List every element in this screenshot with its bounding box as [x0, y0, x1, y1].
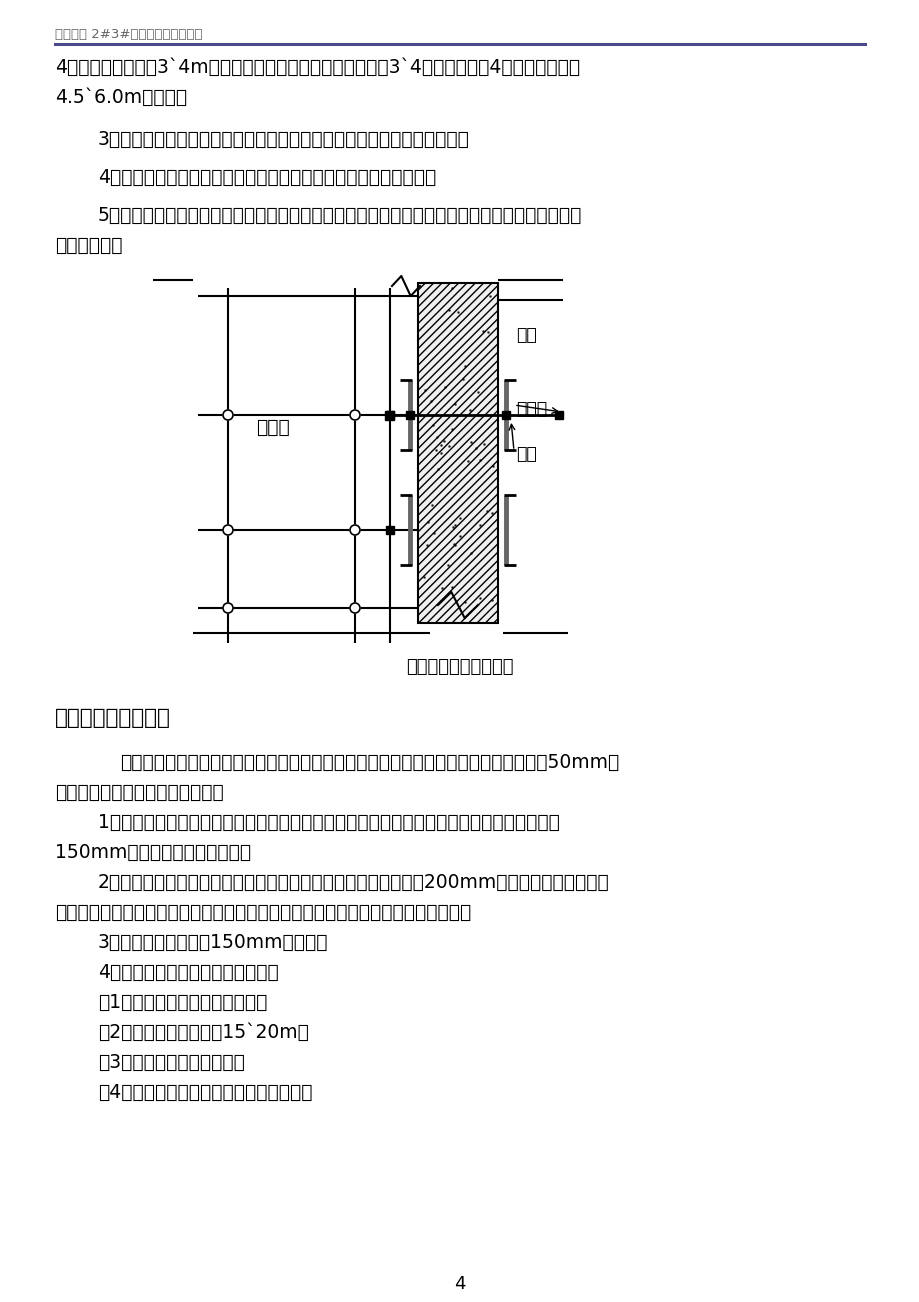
- Text: 结构: 结构: [516, 326, 536, 344]
- Text: 150mm，小横杆应放正、绑牢。: 150mm，小横杆应放正、绑牢。: [55, 842, 251, 862]
- Bar: [417, 283, 497, 622]
- Circle shape: [222, 525, 233, 535]
- Text: 间隙。架子上不准留单块脚手板。: 间隙。架子上不准留单块脚手板。: [55, 783, 223, 802]
- Text: 扣件: 扣件: [516, 445, 536, 464]
- Text: （1）、脚手板的两端和拐角处；: （1）、脚手板的两端和拐角处；: [98, 993, 267, 1012]
- Text: 卓远重工 2#3#厂房脚手架施工方案: 卓远重工 2#3#厂房脚手架施工方案: [55, 29, 202, 40]
- Text: 5、本工程用连接短钢管一端与预埋竖向短钢管用直角扣件连接，另一端用直角扣件与立杆连接，: 5、本工程用连接短钢管一端与预埋竖向短钢管用直角扣件连接，另一端用直角扣件与立杆…: [98, 206, 582, 225]
- Text: 4: 4: [454, 1275, 465, 1293]
- Bar: [386, 411, 393, 419]
- Circle shape: [222, 410, 233, 421]
- Text: 3、连墙杆必须从底部第一根大横杆处开始设置，沿整片脚手架均匀布置。: 3、连墙杆必须从底部第一根大横杆处开始设置，沿整片脚手架均匀布置。: [98, 130, 470, 148]
- Text: （2）、沿板长方向间隔15`20m；: （2）、沿板长方向间隔15`20m；: [98, 1023, 309, 1042]
- Text: 连墙杆扣件连接示意图: 连墙杆扣件连接示意图: [406, 658, 513, 676]
- Circle shape: [349, 603, 359, 613]
- Text: 上，脚手板与小横杆之间的不平处允许用木块垫实并绑牢，不许垫砖块等易碎物体。: 上，脚手板与小横杆之间的不平处允许用木块垫实并绑牢，不许垫砖块等易碎物体。: [55, 904, 471, 922]
- Text: （3）、坡道和平台的两端；: （3）、坡道和平台的两端；: [98, 1053, 244, 1072]
- Text: 五、脚手架板的铺设: 五、脚手架板的铺设: [55, 708, 171, 728]
- Text: 4、脚手板应在下列部位给予固定：: 4、脚手板应在下列部位给予固定：: [98, 963, 278, 982]
- Bar: [405, 411, 414, 419]
- Text: 4倍，而且绝对值在3`4m范围内。横向间距宜选用立杆纵距的3`4倍。不宜超过4倍。且绝对值在: 4倍，而且绝对值在3`4m范围内。横向间距宜选用立杆纵距的3`4倍。不宜超过4倍…: [55, 59, 580, 77]
- Text: （4）、其他可能发生滑动和翘起的部位。: （4）、其他可能发生滑动和翘起的部位。: [98, 1083, 312, 1101]
- Text: 1、对接铺设的脚手架板，在每块脚手架板两端下面均要有小横杆，杆离板端的距离应不大于: 1、对接铺设的脚手架板，在每块脚手架板两端下面均要有小横杆，杆离板端的距离应不大…: [98, 812, 560, 832]
- Text: 3、严禁留探头长度＞150mm探头板。: 3、严禁留探头长度＞150mm探头板。: [98, 934, 328, 952]
- Text: 做法见下图。: 做法见下图。: [55, 236, 122, 255]
- Circle shape: [349, 525, 359, 535]
- Text: 2、搭接铺设的脚手板，要求两块脚手板端头的搭接长度应不小于200mm，接头处必须在小横杆: 2、搭接铺设的脚手板，要求两块脚手板端头的搭接长度应不小于200mm，接头处必须…: [98, 874, 609, 892]
- Text: 4.5`6.0m范围内。: 4.5`6.0m范围内。: [55, 89, 187, 107]
- Circle shape: [349, 410, 359, 421]
- Text: 连墙杆: 连墙杆: [516, 400, 547, 418]
- Text: 脚手架: 脚手架: [255, 418, 289, 437]
- Bar: [385, 410, 394, 419]
- Bar: [386, 526, 393, 534]
- Bar: [502, 411, 509, 419]
- Text: 4、在脚手架周边的端头（包括顶端）以及转角处，要加密连墙杆。: 4、在脚手架周边的端头（包括顶端）以及转角处，要加密连墙杆。: [98, 168, 436, 187]
- Circle shape: [222, 603, 233, 613]
- Bar: [554, 411, 562, 419]
- Text: 首层隔离层和施工操作层沿纵向满铺脚手板，作到严密、牢固、铺平、铺稳，不得超过50mm的: 首层隔离层和施工操作层沿纵向满铺脚手板，作到严密、牢固、铺平、铺稳，不得超过50…: [119, 753, 618, 772]
